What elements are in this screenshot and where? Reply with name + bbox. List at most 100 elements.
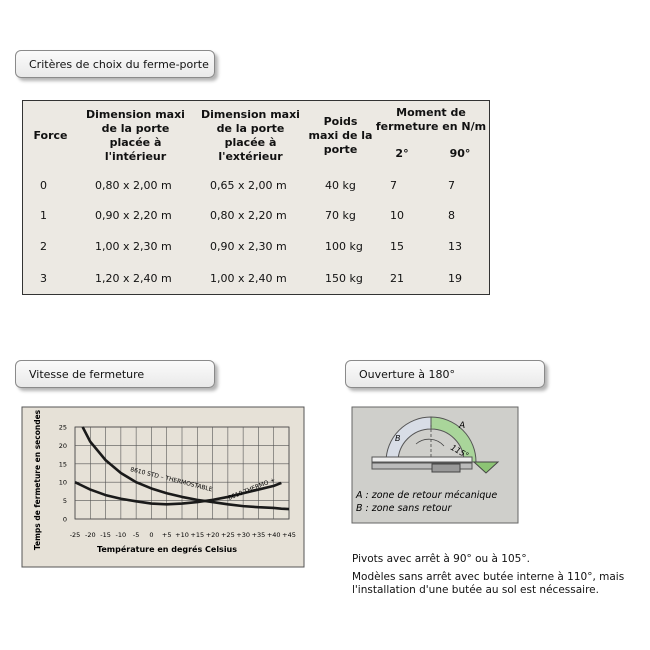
cell-text: 8 [448, 209, 455, 222]
header-text: de la porte [216, 121, 285, 135]
cell-text: 0,80 x 2,20 m [210, 209, 287, 222]
data-cell: 0,90 x 2,20 m [78, 200, 194, 232]
y-axis-label: Temps de fermeture en secondes [33, 409, 42, 550]
cell-text: 1,00 x 2,40 m [210, 271, 287, 285]
header-text: Force [33, 128, 68, 142]
data-cell: 2 [22, 231, 79, 263]
x-tick-label: +35 [252, 531, 266, 539]
data-cell: 19 [431, 262, 490, 295]
header-text: Dimension maxi [201, 107, 300, 121]
y-tick-label: 25 [59, 424, 67, 432]
cell-text: 0,90 x 2,30 m [210, 240, 287, 253]
section-tab: Critères de choix du ferme-porte [15, 50, 215, 78]
header-text: Poids [323, 114, 358, 128]
section-tab: Vitesse de fermeture [15, 360, 215, 388]
x-tick-label: 0 [149, 531, 153, 539]
x-tick-label: +25 [221, 531, 235, 539]
data-cell: 3 [22, 262, 79, 295]
header-text: placée à l'extérieur [218, 135, 283, 163]
data-cell: 8 [431, 200, 490, 232]
label-a: A [458, 421, 465, 431]
cell-text: 0 [40, 178, 47, 192]
header-text: 90° [449, 147, 471, 160]
cell-text: 100 kg [325, 240, 363, 253]
x-tick-label: +40 [267, 531, 281, 539]
header-text: de la porte [101, 121, 170, 135]
cell-text: 0,65 x 2,00 m [210, 178, 287, 192]
x-tick-label: -25 [70, 531, 81, 539]
data-cell: 0 [22, 170, 79, 201]
data-cell: 1,00 x 2,40 m [193, 262, 309, 295]
x-tick-label: -5 [133, 531, 139, 539]
section-tab: Ouverture à 180° [345, 360, 545, 388]
cell-text: 7 [448, 178, 455, 192]
data-cell: 7 [373, 170, 432, 201]
stop [472, 461, 500, 474]
wall [371, 456, 473, 463]
cell-text: 1 [40, 209, 47, 222]
data-cell: 1,00 x 2,30 m [78, 231, 194, 263]
cell-text: 70 kg [325, 209, 356, 222]
cell-text: 19 [448, 271, 462, 285]
x-tick-label: +45 [282, 531, 296, 539]
x-axis-label: Température en degrés Celsius [97, 544, 237, 554]
cell-text: 13 [448, 240, 462, 253]
data-cell: 15 [373, 231, 432, 263]
cell-text: 0,80 x 2,00 m [95, 178, 172, 192]
header-cell: Dimension maxi de la porte placée à l'exté… [193, 100, 309, 171]
data-cell: 100 kg [308, 231, 374, 263]
data-cell: 150 kg [308, 262, 374, 295]
data-cell: 7 [431, 170, 490, 201]
data-cell: 0,90 x 2,30 m [193, 231, 309, 263]
data-cell: 0,80 x 2,00 m [78, 170, 194, 201]
data-cell: 1,20 x 2,40 m [78, 262, 194, 295]
data-line [81, 426, 290, 511]
header-text: maxi de la [308, 128, 373, 142]
data-cell: 0,65 x 2,00 m [193, 170, 309, 201]
y-tick-label: 5 [63, 497, 67, 505]
y-tick-label: 10 [59, 479, 67, 487]
data-cell: 40 kg [308, 170, 374, 201]
x-tick-label: +10 [175, 531, 189, 539]
header-text: porte [323, 142, 358, 156]
label-b: B [395, 434, 401, 443]
data-cell: 70 kg [308, 200, 374, 232]
data-cell: 21 [373, 262, 432, 295]
x-tick-label: +20 [206, 531, 220, 539]
x-tick-label: -15 [100, 531, 111, 539]
header-cell: Dimension maxi de la porte placée à l'inté… [78, 100, 194, 171]
cell-text: 40 kg [325, 178, 356, 192]
angle-arc [415, 438, 445, 447]
header-cell: Force [22, 100, 79, 171]
zone-b [385, 416, 432, 463]
x-tick-label: -20 [85, 531, 96, 539]
cell-text: 2 [40, 240, 47, 253]
subheader-cell: 90° [431, 138, 490, 171]
x-tick-label: +5 [162, 531, 172, 539]
data-cell: 10 [373, 200, 432, 232]
chart-panel [21, 406, 305, 568]
closer-body [431, 463, 461, 473]
y-tick-label: 15 [59, 460, 67, 468]
data-cell: 0,80 x 2,20 m [193, 200, 309, 232]
x-tick-label: +30 [236, 531, 250, 539]
x-tick-label: -10 [116, 531, 127, 539]
header-text: 2° [395, 147, 409, 160]
cell-text: 1,00 x 2,30 m [95, 240, 172, 253]
cell-text: 10 [390, 209, 404, 222]
cell-text: 15 [390, 240, 404, 253]
cell-text: 0,90 x 2,20 m [95, 209, 172, 222]
cell-text: 21 [390, 271, 404, 285]
header-text: Dimension maxi [86, 107, 185, 121]
door [371, 462, 473, 470]
cell-text: 3 [40, 271, 47, 285]
header-text: Moment de [396, 105, 466, 119]
y-tick-label: 0 [63, 516, 67, 524]
y-tick-label: 20 [59, 442, 67, 450]
x-tick-label: +15 [190, 531, 204, 539]
data-line [74, 481, 282, 506]
header-cell: Poids maxi de la porte [308, 100, 374, 171]
cell-text: 1,20 x 2,40 m [95, 271, 172, 285]
cell-text: 7 [390, 178, 397, 192]
